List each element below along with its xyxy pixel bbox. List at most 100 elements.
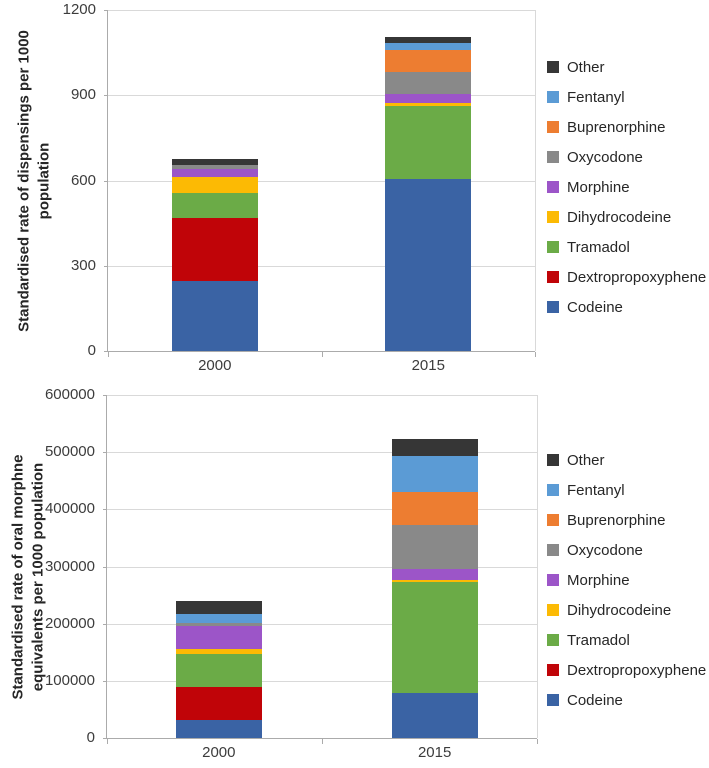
- y-tick-label: 300: [70, 256, 96, 274]
- y-axis-line: [107, 10, 108, 352]
- legend-label: Dihydrocodeine: [567, 601, 672, 619]
- chart-dispensings-per-1000: Standardised rate of dispensings per 100…: [15, 1, 706, 374]
- y-tick-mark: [103, 509, 107, 511]
- legend-swatch-codeine: [547, 301, 559, 313]
- gridline: [107, 395, 537, 396]
- legend-swatch-morphine: [547, 574, 559, 586]
- legend-label: Morphine: [567, 571, 630, 589]
- gridline: [108, 95, 535, 97]
- legend-item-morphine: Morphine: [547, 172, 706, 202]
- y-tick-label: 400000: [44, 500, 95, 518]
- y-tick-mark: [104, 351, 108, 352]
- bar-segment-fentanyl-2015: [385, 43, 472, 51]
- x-tick-label-2015: 2015: [417, 744, 452, 761]
- y-tick-mark: [104, 265, 108, 267]
- legend-swatch-tramadol: [547, 634, 559, 646]
- bar-2015: [391, 395, 478, 738]
- bar-segment-dihydrocodeine-2015: [391, 580, 478, 582]
- bar-segment-codeine-2015: [385, 179, 472, 351]
- x-tick-mark: [322, 739, 323, 744]
- y-tick-mark: [104, 95, 108, 97]
- legend-swatch-morphine: [547, 181, 559, 193]
- x-tick-mark: [321, 352, 323, 357]
- legend-label: Codeine: [567, 691, 623, 709]
- legend-swatch-dextropropoxyphene: [547, 271, 559, 283]
- legend-label: Fentanyl: [567, 481, 625, 499]
- bar-segment-codeine-2000: [175, 720, 262, 738]
- bar-segment-tramadol-2000: [171, 193, 258, 219]
- legend-item-dihydrocodeine: Dihydrocodeine: [547, 595, 706, 625]
- legend-swatch-dihydrocodeine: [547, 604, 559, 616]
- plot-right-border: [537, 395, 538, 738]
- gridline: [107, 623, 537, 625]
- bar-segment-morphine-2000: [175, 625, 262, 649]
- bar-segment-tramadol-2000: [175, 653, 262, 688]
- legend-item-fentanyl: Fentanyl: [547, 82, 706, 112]
- x-tick-label-2015: 2015: [411, 357, 445, 374]
- y-axis-line: [106, 395, 107, 739]
- x-tick-mark: [108, 352, 109, 357]
- legend-label: Tramadol: [567, 238, 630, 256]
- bar-2015: [385, 10, 472, 351]
- legend-swatch-tramadol: [547, 241, 559, 253]
- bar-segment-codeine-2015: [391, 692, 478, 738]
- legend-label: Buprenorphine: [567, 118, 666, 136]
- y-tick-label: 600: [70, 171, 96, 189]
- bar-2000: [171, 10, 258, 351]
- bar-segment-fentanyl-2000: [175, 613, 262, 624]
- legend-swatch-dihydrocodeine: [547, 211, 559, 223]
- legend-label: Codeine: [567, 298, 623, 316]
- legend-item-codeine: Codeine: [547, 685, 706, 715]
- bar-segment-other-2015: [391, 439, 478, 457]
- bar-segment-dihydrocodeine-2015: [385, 103, 472, 107]
- x-tick-mark: [535, 352, 536, 357]
- gridline: [108, 180, 535, 182]
- x-axis-line: [107, 738, 537, 739]
- legend-item-tramadol: Tramadol: [547, 625, 706, 655]
- legend-item-oxycodone: Oxycodone: [547, 142, 706, 172]
- gridline: [107, 680, 537, 682]
- legend-item-buprenorphine: Buprenorphine: [547, 505, 706, 535]
- bar-segment-other-2000: [175, 600, 262, 614]
- y-tick-label: 500000: [44, 443, 95, 461]
- x-tick-mark: [537, 739, 538, 744]
- legend-label: Buprenorphine: [567, 511, 666, 529]
- legend-swatch-dextropropoxyphene: [547, 664, 559, 676]
- legend-swatch-fentanyl: [547, 91, 559, 103]
- bar-segment-oxycodone-2000: [171, 165, 258, 170]
- legend-swatch-oxycodone: [547, 544, 559, 556]
- y-tick-label: 1200: [62, 1, 96, 18]
- bar-segment-other-2000: [171, 159, 258, 166]
- legend-label: Morphine: [567, 178, 630, 196]
- legend: Other Fentanyl Buprenorphine Oxycodone Morph…: [547, 52, 706, 322]
- legend-label: Dextropropoxyphene: [567, 268, 707, 286]
- plot-right-border: [535, 10, 536, 351]
- gridline: [107, 452, 537, 454]
- y-tick-mark: [104, 10, 108, 11]
- y-tick-mark: [103, 452, 107, 454]
- y-tick-label: 200000: [44, 614, 95, 632]
- bar-segment-other-2015: [385, 37, 472, 44]
- legend-item-buprenorphine: Buprenorphine: [547, 112, 706, 142]
- y-tick-label: 300000: [44, 557, 95, 575]
- x-tick-label-2000: 2000: [198, 357, 232, 374]
- y-tick-mark: [103, 395, 107, 396]
- bar-segment-tramadol-2015: [391, 581, 478, 693]
- legend-swatch-codeine: [547, 694, 559, 706]
- bar-segment-codeine-2000: [171, 281, 258, 351]
- legend-item-fentanyl: Fentanyl: [547, 475, 706, 505]
- legend-label: Tramadol: [567, 631, 630, 649]
- bar-segment-dihydrocodeine-2000: [175, 648, 262, 654]
- legend: Other Fentanyl Buprenorphine Oxycodone Morph…: [547, 445, 706, 715]
- bar-segment-oxycodone-2000: [175, 623, 262, 626]
- y-tick-label: 100000: [44, 671, 95, 689]
- y-tick-mark: [103, 623, 107, 625]
- legend-swatch-fentanyl: [547, 484, 559, 496]
- bar-segment-dextropropoxyphene-2000: [175, 687, 262, 721]
- legend-item-other: Other: [547, 445, 706, 475]
- x-tick-mark: [107, 739, 108, 744]
- bar-segment-oxycodone-2015: [391, 525, 478, 570]
- chart-oral-morphine-equivalents-per-1000: Standardised rate of oral morphne equival…: [0, 384, 709, 768]
- legend-label: Oxycodone: [567, 148, 643, 166]
